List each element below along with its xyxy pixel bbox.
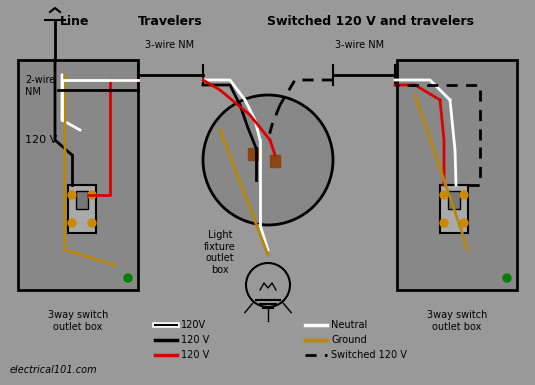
- Circle shape: [203, 95, 333, 225]
- Text: Ground: Ground: [331, 335, 367, 345]
- Text: 120V: 120V: [181, 320, 206, 330]
- Bar: [68, 185, 96, 233]
- Bar: [448, 191, 460, 209]
- Bar: [440, 185, 468, 233]
- Polygon shape: [248, 148, 258, 160]
- Circle shape: [440, 191, 448, 199]
- Text: electrical101.com: electrical101.com: [10, 365, 97, 375]
- Circle shape: [503, 274, 511, 282]
- Text: Neutral: Neutral: [331, 320, 367, 330]
- Text: 120 V: 120 V: [181, 350, 209, 360]
- Text: Travelers: Travelers: [137, 15, 202, 28]
- Circle shape: [440, 219, 448, 227]
- Text: 3way switch
outlet box: 3way switch outlet box: [48, 310, 108, 331]
- Text: Switched 120 V: Switched 120 V: [331, 350, 407, 360]
- Text: 120 V: 120 V: [181, 335, 209, 345]
- Bar: [397, 60, 517, 290]
- Bar: [18, 60, 138, 290]
- Circle shape: [88, 191, 96, 199]
- Text: 120 V: 120 V: [25, 135, 57, 145]
- Circle shape: [68, 191, 76, 199]
- Text: Line: Line: [60, 15, 90, 28]
- Circle shape: [460, 191, 468, 199]
- Circle shape: [68, 219, 76, 227]
- Text: Light
fixture
outlet
box: Light fixture outlet box: [204, 230, 236, 275]
- Circle shape: [460, 219, 468, 227]
- Text: Switched 120 V and travelers: Switched 120 V and travelers: [266, 15, 473, 28]
- Text: 3-wire NM: 3-wire NM: [146, 40, 195, 50]
- Text: 3-wire NM: 3-wire NM: [335, 40, 385, 50]
- Circle shape: [88, 219, 96, 227]
- Polygon shape: [270, 155, 280, 167]
- Bar: [76, 191, 88, 209]
- Circle shape: [124, 274, 132, 282]
- Text: 2-wire
NM: 2-wire NM: [25, 75, 55, 97]
- Text: 3way switch
outlet box: 3way switch outlet box: [427, 310, 487, 331]
